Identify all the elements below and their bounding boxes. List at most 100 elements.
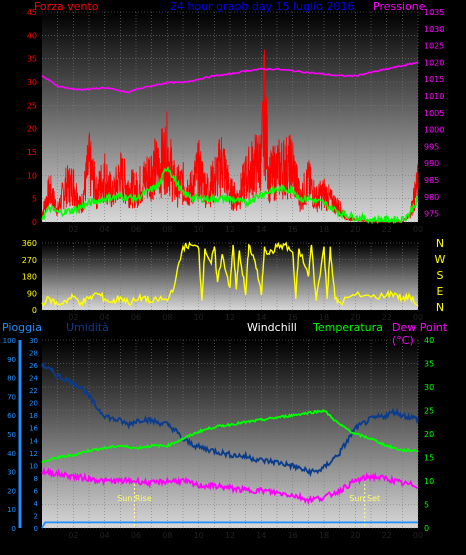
- humidity-tick-label: 4: [34, 500, 39, 508]
- wind-tick-label: 20: [27, 125, 37, 134]
- hour-tick-label: 12: [225, 313, 235, 322]
- pressure-tick-label: 1000: [424, 126, 444, 135]
- hour-tick-label: 12: [225, 225, 235, 234]
- pressure-tick-label: 1030: [424, 25, 444, 34]
- humidity-tick-label: 14: [29, 437, 38, 445]
- wind-tick-label: 5: [32, 195, 37, 204]
- wind-tick-label: 35: [27, 55, 37, 64]
- hour-tick-label: 02: [68, 531, 78, 540]
- hour-tick-label: 20: [350, 313, 360, 322]
- pressure-tick-label: 1035: [424, 8, 444, 17]
- humidity-tick-label: 16: [29, 425, 38, 433]
- hour-tick-label: 14: [256, 531, 266, 540]
- hour-tick-label: 00: [413, 313, 423, 322]
- hour-tick-label: 00: [413, 531, 423, 540]
- rain-tick-label: 0: [12, 525, 16, 533]
- hour-tick-label: 08: [162, 225, 172, 234]
- hour-tick-label: 22: [382, 313, 392, 322]
- compass-letter: S: [437, 269, 444, 282]
- hour-tick-label: 10: [194, 531, 204, 540]
- humidity-tick-label: 28: [29, 350, 38, 358]
- wind-average-series: [41, 165, 419, 225]
- sunset-label: Sun Set: [349, 494, 380, 503]
- direction-tick-label: 180: [22, 273, 37, 282]
- wind-tick-label: 25: [27, 101, 37, 110]
- temperature-tick-label: 40: [424, 336, 434, 345]
- temperature-tick-label: 10: [424, 477, 434, 486]
- humidity-tick-label: 18: [29, 412, 38, 420]
- windchill-legend: Windchill: [247, 321, 297, 334]
- hour-tick-label: 08: [162, 531, 172, 540]
- dewpoint-series: [41, 466, 419, 506]
- hour-tick-label: 06: [131, 531, 141, 540]
- rain-tick-label: 40: [7, 450, 16, 458]
- hour-tick-label: 10: [194, 225, 204, 234]
- pressure-tick-label: 985: [424, 176, 439, 185]
- rain-tick-label: 60: [7, 412, 16, 420]
- hour-tick-label: 20: [350, 225, 360, 234]
- direction-tick-label: 360: [22, 239, 37, 248]
- hour-tick-label: 08: [162, 313, 172, 322]
- wind-tick-label: 40: [27, 31, 37, 40]
- hour-tick-label: 14: [256, 313, 266, 322]
- humidity-legend: Umidità: [66, 321, 109, 334]
- humidity-tick-label: 22: [29, 387, 38, 395]
- hour-tick-label: 18: [319, 313, 329, 322]
- hour-tick-label: 02: [68, 313, 78, 322]
- hour-tick-label: 12: [225, 531, 235, 540]
- humidity-series: [41, 362, 419, 478]
- temperature-tick-label: 15: [424, 454, 434, 463]
- temperature-tick-label: 30: [424, 383, 434, 392]
- pressure-series: [41, 61, 419, 94]
- hour-tick-label: 02: [68, 225, 78, 234]
- chart-title: 24 hour graph day 15 luglio 2016: [170, 0, 355, 13]
- humidity-tick-label: 30: [29, 337, 38, 345]
- hour-tick-label: 04: [100, 313, 110, 322]
- pressure-tick-label: 1015: [424, 75, 444, 84]
- hour-tick-label: 22: [382, 531, 392, 540]
- pressure-tick-label: 1005: [424, 109, 444, 118]
- wind-tick-label: 15: [27, 148, 37, 157]
- hour-tick-label: 14: [256, 225, 266, 234]
- compass-letter: E: [437, 285, 444, 298]
- compass-letter: W: [435, 253, 446, 266]
- compass-letter: N: [436, 301, 444, 314]
- wind-tick-label: 0: [32, 218, 37, 227]
- humidity-tick-label: 2: [34, 512, 38, 520]
- hour-tick-label: 16: [288, 531, 298, 540]
- humidity-tick-label: 26: [29, 362, 38, 370]
- humidity-tick-label: 0: [34, 525, 38, 533]
- compass-letter: N: [436, 237, 444, 250]
- pressure-tick-label: 975: [424, 210, 439, 219]
- temperature-tick-label: 25: [424, 407, 434, 416]
- direction-tick-label: 90: [27, 289, 37, 298]
- hour-tick-label: 16: [288, 313, 298, 322]
- rain-tick-label: 80: [7, 375, 16, 383]
- rain-tick-label: 50: [7, 431, 16, 439]
- wind-tick-label: 30: [27, 78, 37, 87]
- pressure-tick-label: 995: [424, 142, 439, 151]
- sunrise-label: Sun Rise: [117, 494, 152, 503]
- humidity-tick-label: 6: [34, 487, 39, 495]
- pressure-tick-label: 980: [424, 193, 439, 202]
- wind-tick-label: 45: [27, 8, 37, 17]
- humidity-tick-label: 10: [29, 462, 38, 470]
- temperature-tick-label: 0: [424, 524, 429, 533]
- pressure-tick-label: 1025: [424, 42, 444, 51]
- rain-legend: Pioggia: [2, 321, 42, 334]
- direction-tick-label: 270: [22, 256, 37, 265]
- humidity-tick-label: 8: [34, 475, 38, 483]
- rain-tick-label: 100: [3, 337, 16, 345]
- hour-tick-label: 06: [131, 225, 141, 234]
- temperature-legend: Temperatura: [313, 321, 383, 334]
- pressure-tick-label: 1010: [424, 92, 444, 101]
- wind-direction-series: [41, 241, 419, 307]
- pressure-tick-label: 1020: [424, 58, 444, 67]
- hour-tick-label: 20: [350, 531, 360, 540]
- rain-tick-label: 30: [7, 469, 16, 477]
- temperature-series: [41, 409, 419, 464]
- temperature-tick-label: 20: [424, 430, 434, 439]
- direction-tick-label: 0: [32, 306, 37, 315]
- temperature-tick-label: 5: [424, 501, 429, 510]
